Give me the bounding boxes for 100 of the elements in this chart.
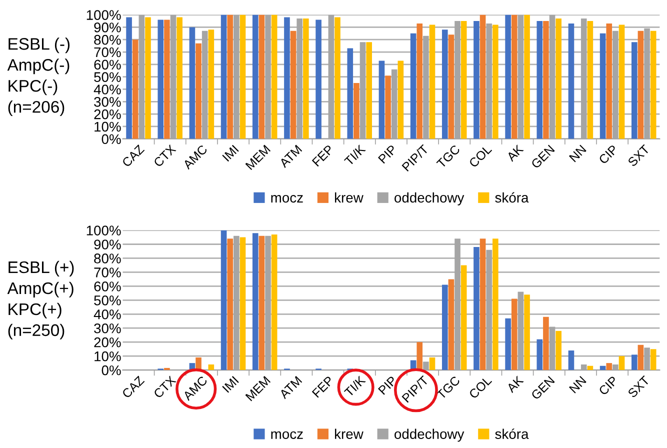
- bar: [416, 23, 423, 139]
- legend-label: oddechowy: [394, 428, 464, 442]
- y-tick-label: 10%: [94, 351, 121, 362]
- bar: [618, 356, 625, 370]
- x-tick-label: TI/K: [344, 144, 366, 166]
- bar: [600, 33, 606, 139]
- x-tick-label: TI/K: [344, 375, 366, 398]
- bar: [378, 60, 385, 139]
- bar: [220, 14, 227, 139]
- bar: [252, 14, 258, 139]
- legend-label: skóra: [495, 428, 529, 439]
- bar: [524, 294, 530, 370]
- bar: [556, 18, 562, 139]
- text: ESBL (-) AmpC(-) KPC(-) (n=206): [7, 38, 70, 116]
- bar: [492, 238, 498, 370]
- bar: [650, 349, 656, 370]
- bar: [587, 366, 594, 370]
- bar: [208, 30, 214, 139]
- bar: [556, 330, 562, 370]
- legend-label: krew: [335, 428, 364, 439]
- y-tick-label: 30%: [94, 96, 121, 107]
- bar: [480, 14, 486, 139]
- bar: [132, 40, 138, 139]
- bar: [240, 237, 246, 370]
- x-tick-label: CIP: [598, 376, 618, 396]
- x-tick-label: NN: [568, 376, 586, 394]
- x-tick-label: PIP: [378, 376, 398, 395]
- y-tick-label: 100%: [86, 226, 121, 236]
- y-tick-label: 70%: [94, 268, 121, 278]
- bar: [354, 83, 360, 139]
- bar: [240, 14, 246, 139]
- bar: [638, 30, 644, 139]
- bar: [290, 30, 296, 139]
- y-tick-label: 100%: [86, 10, 121, 20]
- bar: [631, 42, 638, 139]
- x-tick-label: COL: [468, 144, 492, 168]
- x-tick-label: TGC: [436, 144, 461, 169]
- bar: [524, 14, 530, 139]
- bar: [638, 344, 644, 370]
- bar: [252, 233, 258, 370]
- bar: [208, 364, 214, 370]
- x-tick-label: NN: [568, 144, 586, 162]
- bar: [511, 298, 518, 370]
- bar: [448, 34, 454, 139]
- y-tick-label: 50%: [94, 72, 121, 82]
- bar: [543, 316, 549, 370]
- bar: [145, 17, 151, 139]
- bar: [366, 42, 372, 139]
- bar: [543, 20, 549, 139]
- bar: [258, 236, 265, 370]
- legend-label: krew: [335, 192, 364, 203]
- x-tick-label: AK: [506, 375, 524, 394]
- y-tick-label: 50%: [94, 295, 121, 306]
- x-tick-label: CIP: [598, 144, 618, 165]
- y-tick-label: 20%: [94, 337, 121, 348]
- x-tick-label: FEP: [312, 144, 334, 167]
- bar: [398, 60, 404, 139]
- bar: [227, 14, 234, 139]
- x-tick-label: IMI: [222, 144, 239, 162]
- x-tick-label: AK: [506, 144, 524, 162]
- bar: [505, 14, 511, 139]
- bar: [176, 17, 182, 139]
- bar: [196, 43, 202, 139]
- bar: [442, 30, 448, 139]
- bar: [158, 20, 164, 139]
- text: ESBL (+) AmpC(+) KPC(+) (n=250): [7, 260, 74, 340]
- x-tick-label: COL: [468, 375, 492, 400]
- legend-label: mocz: [271, 194, 303, 203]
- bar: [220, 230, 227, 370]
- x-tick-label: IMI: [222, 376, 239, 393]
- bar: [410, 33, 416, 139]
- bar: [606, 363, 612, 370]
- bar: [650, 30, 656, 139]
- bar: [416, 342, 423, 370]
- bar: [442, 284, 448, 370]
- bar: [448, 279, 454, 370]
- x-tick-label: TGC: [436, 375, 461, 400]
- bar: [474, 247, 480, 370]
- y-tick-label: 90%: [94, 22, 121, 32]
- y-tick-label: 60%: [94, 60, 121, 70]
- y-tick-label: 0%: [102, 134, 121, 144]
- bar: [460, 265, 467, 370]
- bar: [460, 20, 467, 139]
- x-tick-label: PIP: [378, 144, 398, 164]
- bar: [587, 20, 594, 139]
- bar: [600, 366, 606, 370]
- y-tick-label: 0%: [102, 365, 121, 376]
- bar: [480, 238, 486, 370]
- bar: [164, 368, 170, 370]
- y-tick-label: 80%: [94, 254, 121, 264]
- bar: [474, 20, 480, 139]
- bar: [606, 23, 612, 139]
- bar: [536, 20, 543, 139]
- bar: [227, 238, 234, 370]
- bar: [429, 24, 436, 139]
- bar: [303, 18, 309, 139]
- bar: [258, 14, 265, 139]
- bar: [189, 27, 196, 139]
- bar: [568, 350, 574, 370]
- bar: [568, 23, 574, 139]
